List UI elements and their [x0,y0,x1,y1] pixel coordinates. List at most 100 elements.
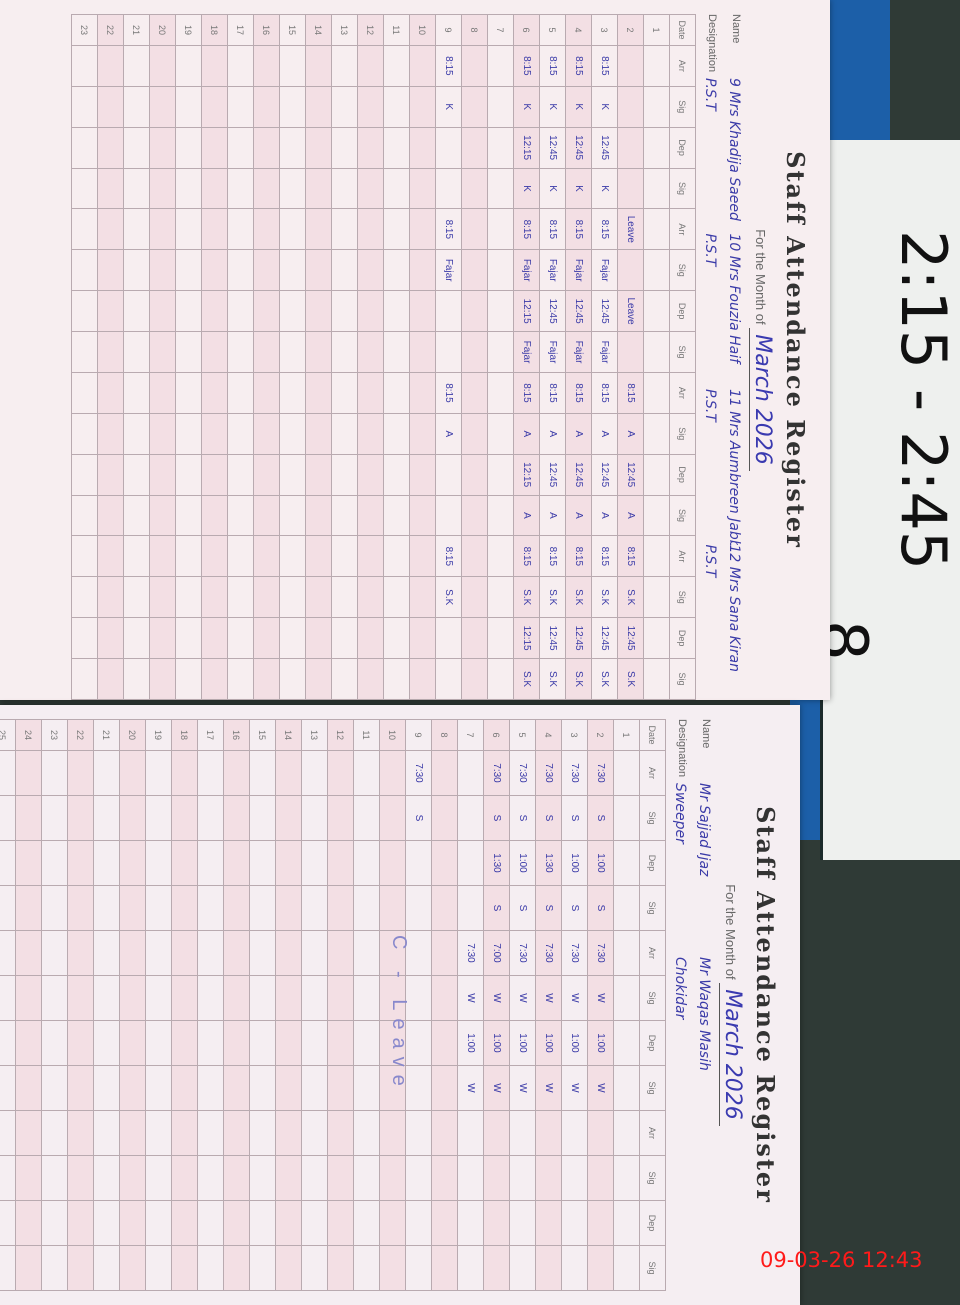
entry-cell [249,1020,276,1066]
entry-cell [149,331,176,373]
entry-cell [643,45,670,87]
entry-cell [71,617,98,659]
entry-cell [249,1065,276,1111]
column-header: Arr [669,45,696,87]
entry-cell [353,1200,380,1246]
leave-note: C - Leave [388,935,410,1094]
entry-cell [253,454,280,496]
entry-cell [123,454,150,496]
entry-cell [643,658,670,700]
date-cell: 12 [327,719,354,751]
entry-cell: W [561,1065,588,1111]
entry-cell [305,45,332,87]
entry-cell [145,840,172,886]
entry-cell: Fajar [539,249,566,291]
entry-cell [279,454,306,496]
entry-cell [461,495,488,536]
entry-cell: A [565,495,592,536]
entry-cell [197,1020,224,1066]
entry-cell [643,576,670,618]
entry-cell: W [561,975,588,1021]
entry-cell: 8:15 [591,45,618,87]
entry-cell [487,495,514,536]
entry-cell [279,208,306,250]
entry-cell: 12:45 [565,617,592,659]
entry-cell [41,975,68,1021]
entry-cell [249,975,276,1021]
camera-timestamp: 09-03-26 12:43 [760,1248,923,1272]
entry-cell: W [483,1065,510,1111]
entry-cell: Fajar [591,249,618,291]
entry-cell [279,45,306,87]
entry-cell [405,1155,432,1201]
entry-cell [145,975,172,1021]
entry-cell [617,331,644,373]
entry-cell [93,1065,120,1111]
entry-cell [145,1200,172,1246]
entry-cell: Fajar [435,249,462,291]
table-row: 11 [353,719,380,1291]
entry-cell [253,249,280,291]
entry-cell: K [513,86,540,128]
entry-cell [0,1110,16,1156]
entry-cell [613,795,640,841]
column-header: Sig [639,795,666,841]
entry-cell [41,840,68,886]
entry-cell [331,45,358,87]
date-cell: 12 [357,14,384,46]
entry-cell [409,249,436,291]
entry-cell [275,750,302,796]
entry-cell [431,840,458,886]
entry-cell [249,1200,276,1246]
entry-cell [145,1065,172,1111]
entry-cell [119,1155,146,1201]
entry-cell [509,1245,536,1291]
staff-name: Mr Waqas Masih [696,957,712,1071]
entry-cell: 12:45 [591,127,618,169]
entry-cell [383,454,410,496]
entry-cell [201,576,228,618]
entry-cell: 7:30 [535,750,562,796]
entry-cell: 12:45 [539,290,566,332]
entry-cell [149,86,176,128]
entry-cell [461,372,488,414]
date-cell: 8 [431,719,458,751]
entry-cell [223,840,250,886]
entry-cell [509,1110,536,1156]
entry-cell [379,885,406,931]
date-cell: 15 [279,14,306,46]
entry-cell [279,331,306,373]
entry-cell [197,1065,224,1111]
entry-cell [431,885,458,931]
entry-cell [93,1245,120,1291]
entry-cell [201,495,228,536]
entry-cell [357,535,384,577]
entry-cell [357,45,384,87]
entry-cell: K [513,168,540,209]
entry-cell [643,127,670,169]
date-cell: 6 [513,14,540,46]
entry-cell: 8:15 [565,372,592,414]
entry-cell [97,168,124,209]
entry-cell [435,168,462,209]
entry-cell [509,1200,536,1246]
entry-cell [223,795,250,841]
entry-cell [175,372,202,414]
entry-cell [171,1020,198,1066]
entry-cell [171,1155,198,1201]
entry-cell [15,885,42,931]
entry-cell: 8:15 [591,372,618,414]
entry-cell [93,885,120,931]
table-row: 18 [201,14,228,700]
entry-cell [41,750,68,796]
month-line: For the Month of March 2026 [719,705,745,1305]
entry-cell [275,1155,302,1201]
entry-cell [331,495,358,536]
entry-cell [327,885,354,931]
entry-cell: 7:30 [535,930,562,976]
staff-no: 12 Mrs Sana Kiran [726,544,742,673]
entry-cell [331,535,358,577]
entry-cell [301,1155,328,1201]
entry-cell [97,127,124,169]
page-title: Staff Attendance Register [751,806,780,1204]
